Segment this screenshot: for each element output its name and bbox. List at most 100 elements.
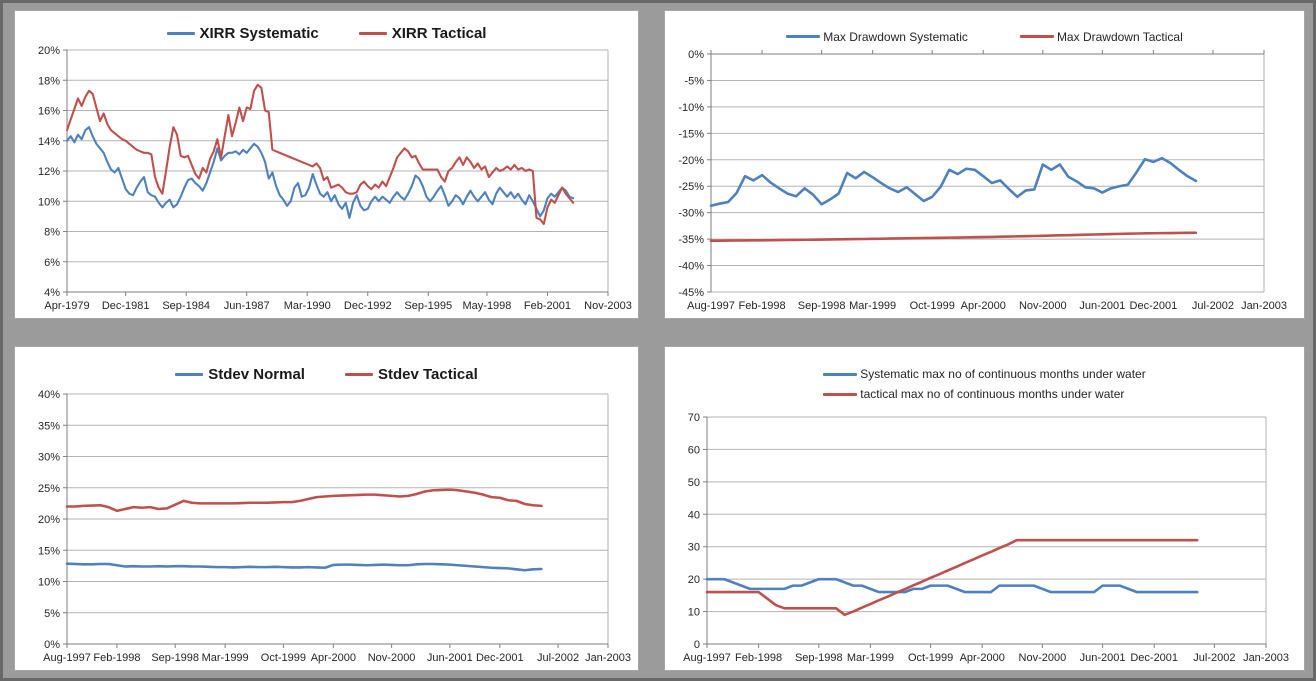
legend-label: Stdev Normal (208, 365, 305, 383)
legend-item: Stdev Normal (175, 366, 305, 383)
svg-text:Nov-2000: Nov-2000 (368, 652, 416, 664)
series-line-icon (1019, 35, 1054, 38)
svg-text:Dec-1992: Dec-1992 (344, 300, 392, 312)
legend-item: XIRR Tactical (358, 24, 487, 42)
legend-max-drawdown: Max Drawdown Systematic Max Drawdown Tac… (665, 11, 1304, 46)
svg-text:Sep-1998: Sep-1998 (798, 300, 846, 312)
svg-text:Jul-2002: Jul-2002 (1193, 652, 1235, 664)
legend-label: Max Drawdown Tactical (1056, 29, 1183, 44)
svg-text:Jun-2001: Jun-2001 (1079, 300, 1125, 312)
svg-text:20: 20 (688, 574, 700, 586)
legend-months-under-water: Systematic max no of continuous months u… (823, 347, 1146, 409)
svg-text:10: 10 (688, 607, 700, 619)
svg-text:Mar-1990: Mar-1990 (284, 300, 331, 312)
svg-text:Sep-1998: Sep-1998 (151, 652, 199, 664)
svg-text:Aug-1997: Aug-1997 (43, 652, 91, 664)
svg-text:-15%: -15% (678, 128, 704, 140)
svg-text:Nov-2000: Nov-2000 (1019, 300, 1067, 312)
legend-label: Systematic max no of continuous months u… (860, 367, 1146, 381)
svg-text:18%: 18% (38, 75, 60, 87)
svg-text:Apr-2000: Apr-2000 (311, 652, 356, 664)
svg-text:Sep-1998: Sep-1998 (795, 652, 843, 664)
svg-text:Jun-2001: Jun-2001 (427, 652, 473, 664)
svg-text:-45%: -45% (678, 287, 704, 299)
legend-item: Max Drawdown Tactical (1019, 29, 1183, 44)
stdev-line-chart[interactable]: 40% 35% 30% 25% 20% 15% 10% 5% 0%Aug-1997 Feb-199… (15, 386, 638, 670)
legend-item: Systematic max no of continuous months u… (823, 367, 1146, 381)
svg-text:-30%: -30% (678, 208, 704, 220)
chart-panel-stdev[interactable]: Stdev Normal Stdev Tactical 40% 35% 30% 25%… (14, 346, 639, 671)
legend-xirr: XIRR Systematic XIRR Tactical (15, 11, 638, 42)
svg-text:Feb-1998: Feb-1998 (738, 300, 785, 312)
svg-text:Jan-2003: Jan-2003 (585, 652, 631, 664)
legend-stdev: Stdev Normal Stdev Tactical (15, 347, 638, 386)
svg-text:Mar-1999: Mar-1999 (202, 652, 249, 664)
chart-panel-months-under-water[interactable]: Systematic max no of continuous months u… (664, 346, 1305, 671)
svg-text:Nov-2003: Nov-2003 (584, 300, 632, 312)
svg-text:Jan-2003: Jan-2003 (1241, 300, 1287, 312)
svg-text:4%: 4% (44, 287, 60, 299)
svg-text:0%: 0% (44, 639, 60, 651)
svg-text:Dec-2001: Dec-2001 (476, 652, 524, 664)
svg-text:40: 40 (688, 509, 700, 521)
svg-text:Sep-1995: Sep-1995 (404, 300, 452, 312)
legend-item: XIRR Systematic (166, 24, 319, 42)
svg-text:Dec-1981: Dec-1981 (102, 300, 150, 312)
svg-text:Oct-1999: Oct-1999 (910, 300, 955, 312)
svg-text:0%: 0% (688, 49, 704, 61)
legend-label: XIRR Systematic (199, 24, 319, 42)
legend-label: XIRR Tactical (391, 24, 487, 42)
xirr-line-chart[interactable]: 20% 18% 16% 14% 12% 10% 8% 6% 4%Apr-1979 Dec-1981… (15, 42, 638, 318)
svg-text:Jan-2003: Jan-2003 (1243, 652, 1289, 664)
svg-text:Aug-1997: Aug-1997 (687, 300, 735, 312)
series-line-icon (358, 31, 387, 35)
svg-text:Dec-2001: Dec-2001 (1130, 300, 1178, 312)
svg-text:Jul-2002: Jul-2002 (1192, 300, 1234, 312)
svg-text:Mar-1999: Mar-1999 (847, 652, 894, 664)
svg-text:Oct-1999: Oct-1999 (908, 652, 953, 664)
svg-text:40%: 40% (38, 389, 60, 401)
svg-text:Feb-1998: Feb-1998 (735, 652, 782, 664)
svg-text:Sep-1984: Sep-1984 (162, 300, 210, 312)
svg-text:-25%: -25% (678, 181, 704, 193)
svg-text:Apr-2000: Apr-2000 (960, 652, 1005, 664)
svg-text:0: 0 (694, 639, 700, 651)
svg-text:30: 30 (688, 542, 700, 554)
svg-text:Jul-2002: Jul-2002 (537, 652, 579, 664)
svg-text:-10%: -10% (678, 102, 704, 114)
svg-text:Nov-2000: Nov-2000 (1019, 652, 1067, 664)
svg-text:Oct-1999: Oct-1999 (261, 652, 306, 664)
svg-text:60: 60 (688, 444, 700, 456)
legend-label: tactical max no of continuous months und… (860, 387, 1125, 401)
svg-text:Aug-1997: Aug-1997 (683, 652, 731, 664)
svg-text:6%: 6% (44, 257, 60, 269)
series-line-icon (344, 372, 373, 376)
legend-item: Max Drawdown Systematic (786, 30, 968, 44)
svg-text:5%: 5% (44, 608, 60, 620)
svg-text:20%: 20% (38, 514, 60, 526)
series-line-icon (786, 35, 821, 38)
svg-text:8%: 8% (44, 227, 60, 239)
svg-text:-20%: -20% (678, 155, 704, 167)
series-line-icon (823, 392, 858, 396)
chart-panel-max-drawdown[interactable]: Max Drawdown Systematic Max Drawdown Tac… (664, 10, 1305, 319)
svg-text:50: 50 (688, 477, 700, 489)
svg-text:Jun-2001: Jun-2001 (1080, 652, 1126, 664)
svg-text:-35%: -35% (678, 234, 704, 246)
max-drawdown-line-chart[interactable]: 0% -5% -10% -15% -20% -25% -30% -35% -40% -45%Aug… (665, 46, 1304, 318)
svg-text:25%: 25% (38, 483, 60, 495)
legend-item: tactical max no of continuous months und… (823, 387, 1124, 401)
chart-panel-xirr[interactable]: XIRR Systematic XIRR Tactical 20% 18% 16% 1… (14, 10, 639, 319)
svg-text:Feb-1998: Feb-1998 (93, 652, 140, 664)
svg-text:Apr-2000: Apr-2000 (961, 300, 1006, 312)
svg-text:-5%: -5% (684, 75, 704, 87)
legend-label: Max Drawdown Systematic (823, 29, 968, 44)
svg-text:-40%: -40% (678, 261, 704, 273)
svg-text:30%: 30% (38, 452, 60, 464)
series-line-icon (823, 372, 858, 376)
svg-text:Feb-2001: Feb-2001 (524, 300, 571, 312)
svg-text:Apr-1979: Apr-1979 (44, 300, 89, 312)
svg-text:10%: 10% (38, 577, 60, 589)
